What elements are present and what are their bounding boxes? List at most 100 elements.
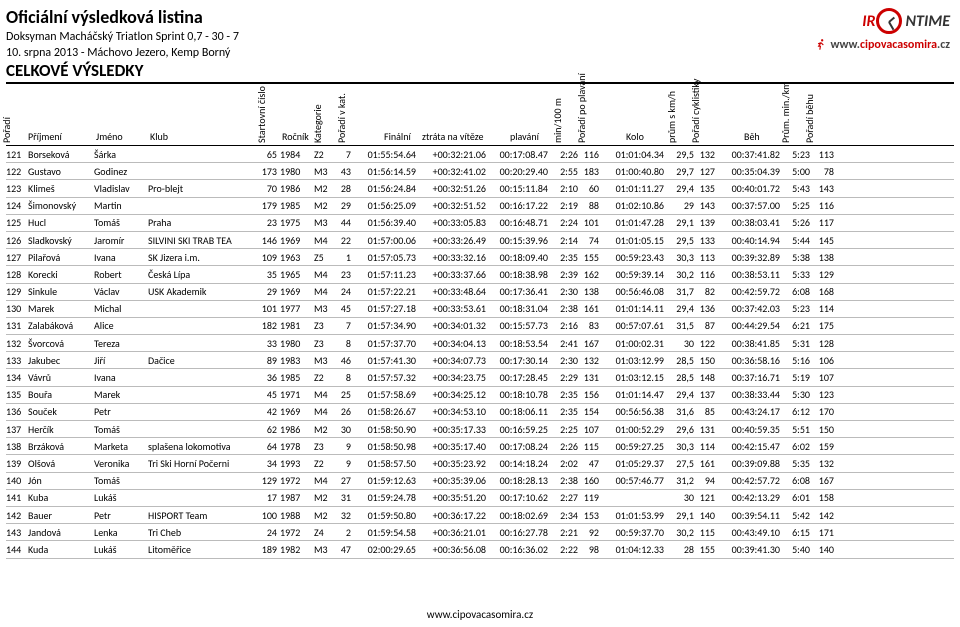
cell-klub: Tri Cheb [148, 526, 254, 539]
hdr-startcislo: Startovní číslo [255, 86, 268, 143]
cell-pcy: 94 [694, 474, 718, 487]
cell-roc: 1984 [280, 148, 310, 161]
cell-jm: Petr [94, 509, 148, 522]
cell-pvk: 44 [334, 216, 354, 229]
cell-ztr: +00:34:23.75 [416, 371, 486, 384]
cell-plav: 00:18:02.69 [486, 509, 548, 522]
cell-por: 135 [6, 388, 26, 401]
cell-pvk: 8 [334, 371, 354, 384]
cell-m100: 2:26 [548, 440, 578, 453]
cell-prij: Šimonovský [26, 199, 94, 212]
cell-pbh: 129 [810, 268, 834, 281]
cell-kmh: 29,5 [664, 234, 694, 247]
cell-fin: 01:56:25.09 [354, 199, 416, 212]
section-label: CELKOVÉ VÝSLEDKY [0, 60, 960, 82]
cell-pvk: 32 [334, 509, 354, 522]
cell-sc: 146 [254, 234, 280, 247]
cell-ztr: +00:35:17.40 [416, 440, 486, 453]
cell-fin: 01:57:34.90 [354, 319, 416, 332]
cell-jm: Martin [94, 199, 148, 212]
cell-pcy: 136 [694, 302, 718, 315]
cell-kat: M3 [310, 354, 334, 367]
cell-ppl: 138 [578, 285, 602, 298]
cell-plav: 00:15:11.84 [486, 182, 548, 195]
cell-m100: 2:14 [548, 234, 578, 247]
cell-prij: Vávrů [26, 371, 94, 384]
cell-beh: 00:37:57.00 [718, 199, 780, 212]
cell-pbh: 78 [810, 165, 834, 178]
cell-beh: 00:38:53.11 [718, 268, 780, 281]
cell-prij: Bouřa [26, 388, 94, 401]
cell-kmh: 29,1 [664, 216, 694, 229]
cipova-logo: www.cipovacasomira.cz [814, 38, 950, 52]
cell-mkm: 5:23 [780, 148, 810, 161]
cell-por: 142 [6, 509, 26, 522]
cell-sc: 34 [254, 457, 280, 470]
cell-prij: Sinkule [26, 285, 94, 298]
cell-pbh: 140 [810, 543, 834, 556]
cell-por: 132 [6, 337, 26, 350]
cell-jm: Lukáš [94, 491, 148, 504]
cell-por: 129 [6, 285, 26, 298]
cell-por: 139 [6, 457, 26, 470]
cell-roc: 1985 [280, 371, 310, 384]
cell-klub: Praha [148, 216, 254, 229]
cell-sc: 109 [254, 251, 280, 264]
cell-jm: Tereza [94, 337, 148, 350]
cell-ppl: 88 [578, 199, 602, 212]
cell-sc: 65 [254, 148, 280, 161]
table-row: 134VávrůIvana361985Z2801:57:57.32+00:34:… [6, 369, 954, 386]
cell-jm: Veronika [94, 457, 148, 470]
cell-ztr: +00:36:17.22 [416, 509, 486, 522]
cell-kolo: 01:03:12.15 [602, 371, 664, 384]
cell-ztr: +00:34:25.12 [416, 388, 486, 401]
cell-beh: 00:38:03.41 [718, 216, 780, 229]
cell-por: 122 [6, 165, 26, 178]
cell-beh: 00:40:01.72 [718, 182, 780, 195]
cell-sc: 189 [254, 543, 280, 556]
cell-fin: 02:00:29.65 [354, 543, 416, 556]
cell-plav: 00:14:18.24 [486, 457, 548, 470]
cell-kmh: 29,1 [664, 509, 694, 522]
cell-jm: Ivana [94, 371, 148, 384]
cell-fin: 01:59:24.78 [354, 491, 416, 504]
cell-roc: 1988 [280, 509, 310, 522]
cell-plav: 00:15:39.96 [486, 234, 548, 247]
cell-beh: 00:39:32.89 [718, 251, 780, 264]
cell-fin: 01:58:57.50 [354, 457, 416, 470]
cell-kat: Z5 [310, 251, 334, 264]
cell-pbh: 116 [810, 199, 834, 212]
table-row: 124ŠimonovskýMartin1791985M22901:56:25.0… [6, 198, 954, 215]
hdr-poradi-cykl: Pořadí cyklistiky [689, 79, 702, 143]
cell-por: 124 [6, 199, 26, 212]
cell-por: 143 [6, 526, 26, 539]
cell-m100: 2:22 [548, 543, 578, 556]
cell-pbh: 170 [810, 405, 834, 418]
cell-pcy: 121 [694, 491, 718, 504]
cell-jm: Godinez [94, 165, 148, 178]
cell-sc: 89 [254, 354, 280, 367]
cell-pcy: 135 [694, 182, 718, 195]
hdr-prijmeni: Příjmení [28, 130, 62, 143]
cell-plav: 00:18:38.98 [486, 268, 548, 281]
cell-plav: 00:18:28.13 [486, 474, 548, 487]
cell-kolo: 01:01:04.34 [602, 148, 664, 161]
cell-roc: 1981 [280, 319, 310, 332]
cell-sc: 45 [254, 388, 280, 401]
cell-por: 121 [6, 148, 26, 161]
cell-prij: Jón [26, 474, 94, 487]
cell-kat: M4 [310, 285, 334, 298]
cell-roc: 1987 [280, 491, 310, 504]
cell-sc: 64 [254, 440, 280, 453]
cell-fin: 01:57:22.21 [354, 285, 416, 298]
cell-pvk: 7 [334, 148, 354, 161]
cell-kolo: 00:56:56.38 [602, 405, 664, 418]
cell-m100: 2:27 [548, 491, 578, 504]
cell-pcy: 148 [694, 371, 718, 384]
cell-jm: Tomáš [94, 216, 148, 229]
cell-ppl: 60 [578, 182, 602, 195]
cell-pvk: 46 [334, 354, 354, 367]
cell-pvk: 45 [334, 302, 354, 315]
hdr-kolo: Kolo [626, 130, 644, 143]
title-block: Oficiální výsledková listina Doksyman Ma… [6, 6, 239, 60]
